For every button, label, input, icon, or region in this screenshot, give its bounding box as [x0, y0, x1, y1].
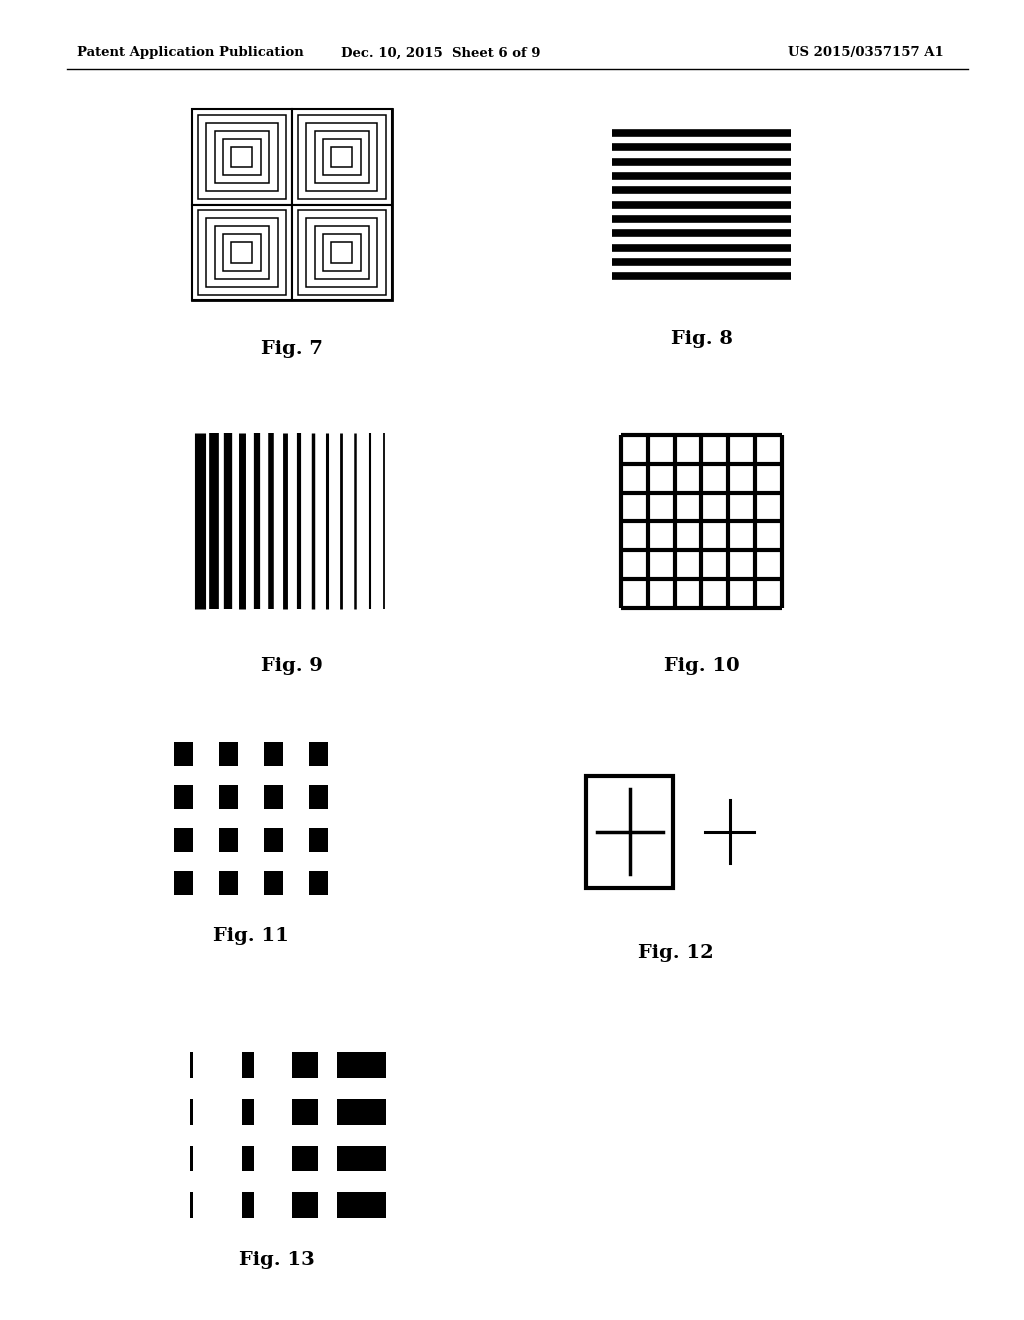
Bar — [331, 243, 352, 263]
Bar — [223, 235, 261, 271]
Bar — [191, 110, 292, 205]
Bar — [190, 1192, 194, 1218]
Bar — [314, 226, 369, 279]
Bar — [337, 1052, 386, 1078]
Bar — [264, 871, 283, 895]
Text: Fig. 11: Fig. 11 — [213, 927, 289, 945]
Text: Patent Application Publication: Patent Application Publication — [77, 46, 303, 59]
Bar — [337, 1146, 386, 1171]
Bar — [219, 828, 238, 851]
Bar — [174, 871, 193, 895]
Text: Fig. 9: Fig. 9 — [261, 657, 323, 675]
Bar — [191, 110, 391, 301]
Bar — [191, 205, 292, 301]
Bar — [190, 1052, 194, 1078]
Bar — [242, 1192, 254, 1218]
Text: Dec. 10, 2015  Sheet 6 of 9: Dec. 10, 2015 Sheet 6 of 9 — [341, 46, 540, 59]
Bar — [242, 1052, 254, 1078]
Bar — [292, 1052, 317, 1078]
Bar — [309, 785, 328, 809]
Bar — [292, 1192, 317, 1218]
Bar — [242, 1146, 254, 1171]
Bar — [337, 1192, 386, 1218]
Bar — [264, 785, 283, 809]
Bar — [323, 235, 360, 271]
Bar — [292, 1100, 317, 1125]
Bar — [231, 243, 253, 263]
Bar — [306, 218, 377, 286]
Bar — [219, 871, 238, 895]
Bar — [292, 1146, 317, 1171]
Bar — [298, 115, 386, 199]
Bar — [323, 139, 360, 174]
Text: Fig. 12: Fig. 12 — [638, 944, 714, 962]
Bar — [190, 1100, 194, 1125]
Text: US 2015/0357157 A1: US 2015/0357157 A1 — [788, 46, 944, 59]
Bar — [219, 785, 238, 809]
Text: Fig. 13: Fig. 13 — [239, 1251, 314, 1269]
Bar — [306, 123, 377, 191]
Bar — [198, 115, 286, 199]
Bar — [309, 742, 328, 766]
Bar — [215, 226, 269, 279]
Bar — [314, 131, 369, 183]
Bar — [174, 785, 193, 809]
Bar — [198, 210, 286, 294]
Text: Fig. 7: Fig. 7 — [261, 341, 323, 358]
Bar — [219, 742, 238, 766]
Bar — [298, 210, 386, 294]
Bar — [337, 1100, 386, 1125]
Bar — [309, 828, 328, 851]
Text: Fig. 8: Fig. 8 — [671, 330, 732, 348]
Bar — [174, 742, 193, 766]
Bar — [309, 871, 328, 895]
Bar — [207, 123, 278, 191]
Bar — [292, 110, 391, 205]
Bar — [223, 139, 261, 174]
Bar — [264, 828, 283, 851]
Bar — [174, 828, 193, 851]
Text: Fig. 10: Fig. 10 — [664, 657, 739, 675]
Bar — [207, 218, 278, 286]
Bar — [331, 147, 352, 166]
Bar — [231, 147, 253, 166]
Bar — [242, 1100, 254, 1125]
Bar — [190, 1146, 194, 1171]
Bar — [264, 742, 283, 766]
Bar — [292, 205, 391, 301]
Bar — [215, 131, 269, 183]
Bar — [586, 776, 674, 887]
